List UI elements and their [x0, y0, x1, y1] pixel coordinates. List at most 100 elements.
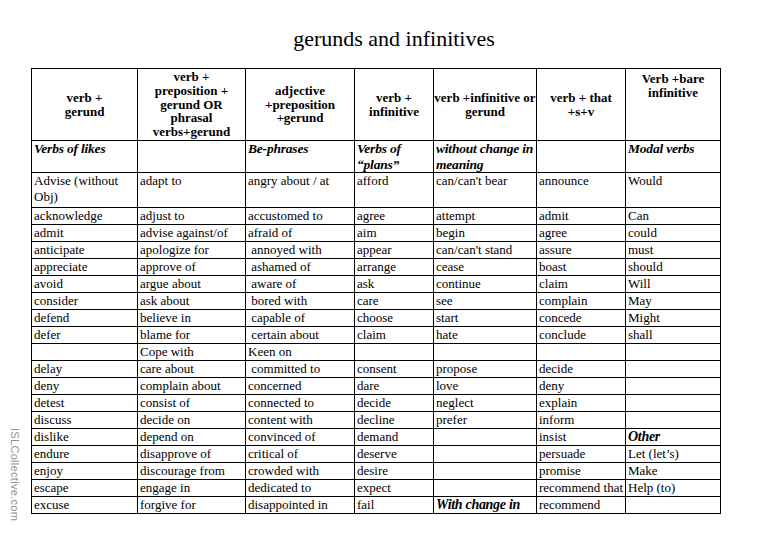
- table-cell: capable of: [246, 310, 355, 327]
- table-row: admitadvise against/ofafraid ofaimbegina…: [32, 225, 721, 242]
- table-cell: defer: [32, 327, 138, 344]
- table-cell: defend: [32, 310, 138, 327]
- table-cell: deserve: [355, 446, 434, 463]
- table-cell: care about: [138, 361, 246, 378]
- table-cell: acknowledge: [32, 208, 138, 225]
- table-row: dislikedepend onconvinced ofdemandinsist…: [32, 429, 721, 446]
- table-cell: [434, 463, 537, 480]
- table-cell: consist of: [138, 395, 246, 412]
- table-cell: claim: [355, 327, 434, 344]
- table-cell: [626, 412, 721, 429]
- column-header: Verb +bare infinitive: [626, 69, 721, 141]
- category-row: Verbs of likesBe-phrasesVerbs of “plans”…: [32, 141, 721, 173]
- table-cell: fail: [355, 497, 434, 514]
- table-cell: disapprove of: [138, 446, 246, 463]
- table-cell: agree: [355, 208, 434, 225]
- table-cell: love: [434, 378, 537, 395]
- table-cell: discuss: [32, 412, 138, 429]
- table-cell: detest: [32, 395, 138, 412]
- table-cell: care: [355, 293, 434, 310]
- table-cell: apologize for: [138, 242, 246, 259]
- table-cell: could: [626, 225, 721, 242]
- category-cell: Verbs of “plans”: [355, 141, 434, 173]
- table-row: deferblame for certain aboutclaimhatecon…: [32, 327, 721, 344]
- table-cell: consent: [355, 361, 434, 378]
- table-cell: ask about: [138, 293, 246, 310]
- table-cell: inform: [537, 412, 626, 429]
- table-cell: approve of: [138, 259, 246, 276]
- watermark-islcollective: ISLCollective.com: [9, 428, 21, 521]
- page-title: gerunds and infinitives: [11, 26, 766, 51]
- category-cell: Verbs of likes: [32, 141, 138, 173]
- table-row: discussdecide oncontent withdeclineprefe…: [32, 412, 721, 429]
- table-cell: decide: [355, 395, 434, 412]
- table-cell: Can: [626, 208, 721, 225]
- table-cell: propose: [434, 361, 537, 378]
- table-cell: ashamed of: [246, 259, 355, 276]
- table-cell: endure: [32, 446, 138, 463]
- gerunds-infinitives-table: verb + gerundverb + preposition + gerund…: [31, 68, 721, 514]
- table-cell: annoyed with: [246, 242, 355, 259]
- table-cell: angry about / at: [246, 173, 355, 208]
- table-row: Advise (without Obj)adapt toangry about …: [32, 173, 721, 208]
- table-body: verb + gerundverb + preposition + gerund…: [32, 69, 721, 514]
- table-cell: [32, 344, 138, 361]
- table-cell: afford: [355, 173, 434, 208]
- table-row: avoidargue about aware ofaskcontinueclai…: [32, 276, 721, 293]
- table-cell: [434, 429, 537, 446]
- table-cell: concerned: [246, 378, 355, 395]
- table-cell: believe in: [138, 310, 246, 327]
- table-cell: [626, 344, 721, 361]
- column-header: adjective +preposition +gerund: [246, 69, 355, 141]
- table-row: excuseforgive fordisappointed infailWith…: [32, 497, 721, 514]
- table-cell: agree: [537, 225, 626, 242]
- table-cell: [434, 344, 537, 361]
- column-header: verb + gerund: [32, 69, 138, 141]
- column-header: verb +infinitive or gerund: [434, 69, 537, 141]
- table-cell: boast: [537, 259, 626, 276]
- table-cell: [626, 378, 721, 395]
- table-cell: advise against/of: [138, 225, 246, 242]
- table-cell: adjust to: [138, 208, 246, 225]
- table-cell: avoid: [32, 276, 138, 293]
- table-cell: should: [626, 259, 721, 276]
- table-cell: [626, 395, 721, 412]
- table-cell: appreciate: [32, 259, 138, 276]
- table-row: considerask about bored withcareseecompl…: [32, 293, 721, 310]
- table-cell: excuse: [32, 497, 138, 514]
- table-cell: appear: [355, 242, 434, 259]
- table-cell: hate: [434, 327, 537, 344]
- table-cell: admit: [32, 225, 138, 242]
- table-cell: Advise (without Obj): [32, 173, 138, 208]
- table-row: Cope withKeen on: [32, 344, 721, 361]
- table-cell: certain about: [246, 327, 355, 344]
- table-cell: Would: [626, 173, 721, 208]
- table-cell: Help (to): [626, 480, 721, 497]
- table-cell: neglect: [434, 395, 537, 412]
- table-cell: persuade: [537, 446, 626, 463]
- table-cell: dedicated to: [246, 480, 355, 497]
- table-cell: recommend: [537, 497, 626, 514]
- table-cell: anticipate: [32, 242, 138, 259]
- category-cell: without change in meaning: [434, 141, 537, 173]
- table-cell: engage in: [138, 480, 246, 497]
- table-cell: arrange: [355, 259, 434, 276]
- table-cell: delay: [32, 361, 138, 378]
- table-cell: demand: [355, 429, 434, 446]
- table-cell: continue: [434, 276, 537, 293]
- column-header: verb + that +s+v: [537, 69, 626, 141]
- table-row: anticipateapologize for annoyed withappe…: [32, 242, 721, 259]
- table-row: delaycare about committed toconsentpropo…: [32, 361, 721, 378]
- table-cell: aware of: [246, 276, 355, 293]
- table-cell: decline: [355, 412, 434, 429]
- table-cell: accustomed to: [246, 208, 355, 225]
- table-cell: aim: [355, 225, 434, 242]
- table-cell: complain: [537, 293, 626, 310]
- table-cell: insist: [537, 429, 626, 446]
- table-cell: [434, 480, 537, 497]
- column-header: verb + preposition + gerund OR phrasal v…: [138, 69, 246, 141]
- table-cell: can/can't bear: [434, 173, 537, 208]
- table-cell: see: [434, 293, 537, 310]
- table-cell: connected to: [246, 395, 355, 412]
- table-cell: explain: [537, 395, 626, 412]
